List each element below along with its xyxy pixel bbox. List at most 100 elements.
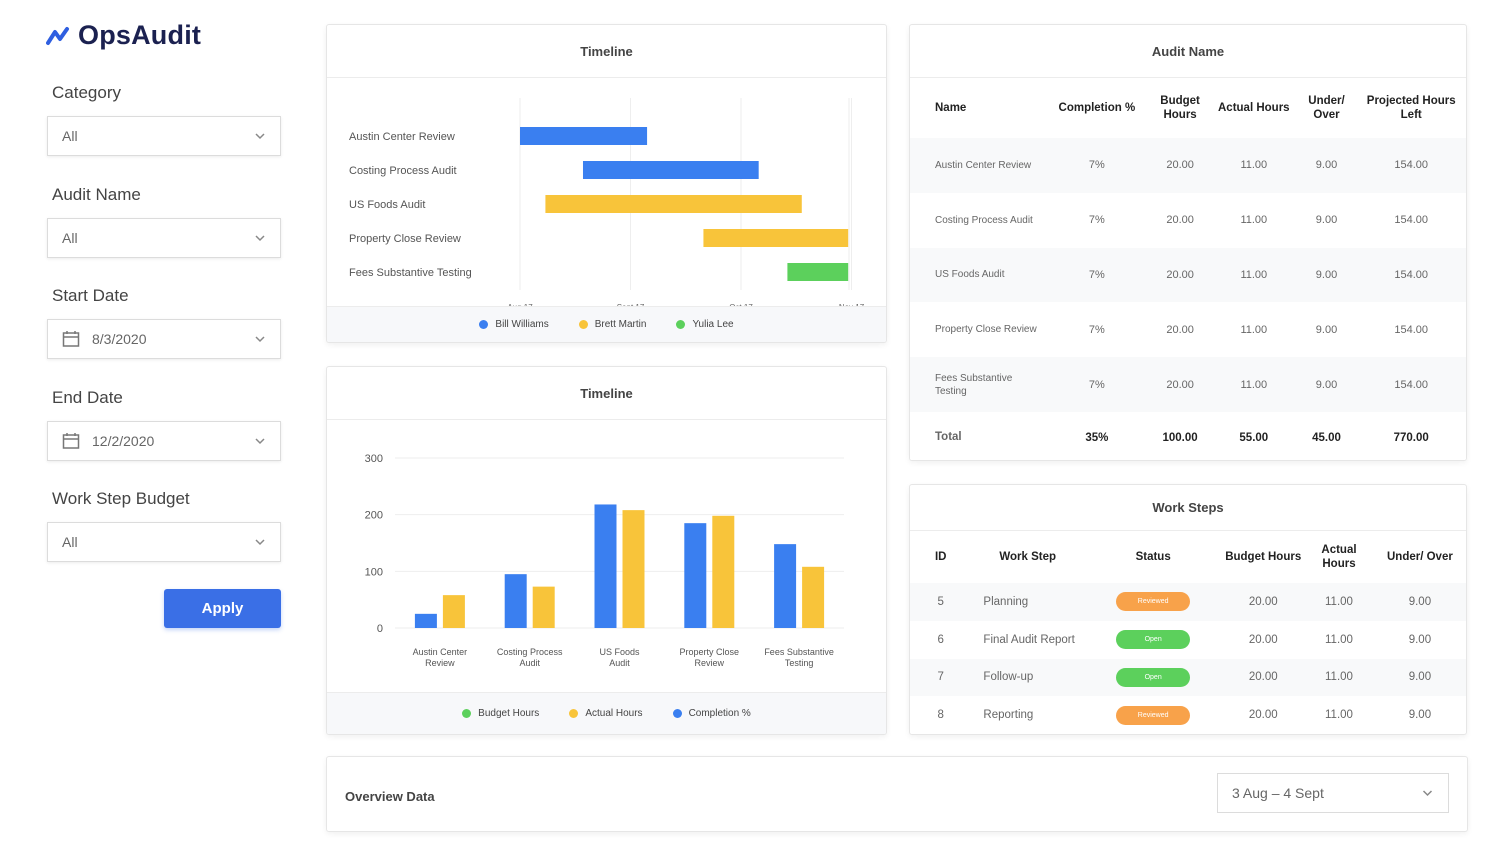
status-cell: Reviewed [1084,583,1223,621]
overview-title: Overview Data [345,789,435,804]
column-header[interactable]: Budget Hours [1160,95,1200,121]
actual-hours-cell: 11.00 [1304,583,1374,621]
budget-hours-cell: 20.00 [1222,583,1305,621]
legend-dot [462,709,472,718]
bar [504,574,527,628]
column-header[interactable]: Work Step [999,551,1057,563]
legend-dot [569,709,579,718]
table-row[interactable]: 6 Final Audit Report Open 20.00 11.00 9.… [910,621,1466,659]
column-header[interactable]: Under/ Over [1308,95,1345,121]
bar [442,595,465,628]
category-label: Category [52,83,121,102]
table-row[interactable]: 5 Planning Reviewed 20.00 11.00 9.00 [910,583,1466,621]
legend-item: Bill Williams [479,319,549,330]
calendar-icon [62,433,80,449]
actual-hours-cell: 11.00 [1325,633,1353,646]
apply-button[interactable]: Apply [164,589,281,628]
under-over-cell: 9.00 [1296,138,1357,193]
column-header[interactable]: Actual Hours [1218,102,1290,114]
legend-item: Actual Hours [569,708,643,719]
budget-hours-cell: 20.00 [1149,247,1211,303]
table-row[interactable]: Costing Process Audit 7% 20.00 11.00 9.0… [910,193,1466,248]
actual-hours-cell: 11.00 [1304,658,1374,697]
column-header[interactable]: Name [935,102,967,114]
step-name-cell: Follow-up [971,658,1085,697]
column-header[interactable]: Status [1135,551,1171,563]
y-tick-label: 300 [365,453,383,465]
legend-item: Budget Hours [462,708,539,719]
start-date-label: Start Date [52,286,129,305]
gantt-chart: Aug 17 Sept 17 Oct 17 Nov 17 Austin Center R… [349,98,865,308]
legend-label: Brett Martin [594,319,647,330]
column-header[interactable]: Actual Hours [1321,544,1357,570]
date-range-select[interactable]: 3 Aug – 4 Sept [1217,773,1449,813]
status-cell: Open [1084,621,1222,659]
end-date-picker[interactable]: 12/2/2020 [47,421,281,461]
y-tick-label: 100 [365,566,383,578]
work-steps-card: Work Steps ID Work Step Status Budget Ho… [909,484,1467,735]
x-category-label: Fees Substantive [764,647,834,657]
table-row[interactable]: Property Close Review 7% 20.00 11.00 9.0… [910,302,1466,357]
chevron-down-icon [255,539,265,546]
table-header-row: ID Work Step Status Budget Hours Actual … [910,531,1466,583]
date-range-value: 3 Aug – 4 Sept [1232,785,1324,801]
start-date-picker[interactable]: 8/3/2020 [47,319,281,359]
chevron-down-icon [255,336,265,343]
column-header[interactable]: Projected Hours Left [1366,95,1456,121]
total-completion: 35% [1044,411,1150,460]
status-badge: Open [1116,667,1191,687]
under-over-cell: 9.00 [1315,214,1338,227]
legend-dot [479,320,489,329]
column-header[interactable]: ID [934,551,947,563]
x-tick-label: Oct 17 [729,303,753,308]
bar [594,504,617,628]
under-over-cell: 9.00 [1408,633,1432,646]
table-row[interactable]: 8 Reporting Reviewed 20.00 11.00 9.00 [910,696,1466,734]
bar [684,523,707,628]
total-actual-hours: 55.00 [1211,411,1297,460]
x-category-label: Audit [609,658,630,668]
logo-icon [46,26,69,45]
legend-dot [578,320,588,329]
completion-cell: 7% [1044,357,1150,412]
total-under-over: 45.00 [1296,411,1357,460]
chevron-down-icon [255,438,265,445]
work-steps-table: ID Work Step Status Budget Hours Actual … [910,531,1466,734]
bar [622,510,645,628]
step-name-cell: Planning [971,583,1085,621]
legend-item: Yulia Lee [676,319,734,330]
audit-name-select[interactable]: All [47,218,281,258]
under-over-cell: 9.00 [1315,323,1338,336]
under-over-cell: 9.00 [1296,357,1357,412]
actual-hours-cell: 11.00 [1211,357,1297,412]
work-step-budget-select[interactable]: All [47,522,281,562]
projected-hours-cell: 154.00 [1394,214,1429,227]
total-label: Total [910,411,1045,460]
projected-hours-cell: 154.00 [1394,323,1429,336]
table-row[interactable]: Austin Center Review 7% 20.00 11.00 9.00… [910,138,1466,193]
column-header[interactable]: Under/ Over [1386,551,1453,563]
column-header[interactable]: Completion % [1058,102,1136,114]
x-category-label: Costing Process [497,647,563,657]
category-select[interactable]: All [47,116,281,156]
completion-cell: 7% [1044,138,1150,193]
total-row: Total 35% 100.00 55.00 45.00 770.00 [910,411,1466,460]
status-cell: Open [1084,658,1223,697]
bar-chart-title: Timeline [327,367,886,420]
completion-cell: 7% [1088,323,1105,336]
x-category-label: Austin Center [413,647,468,657]
x-category-label: Audit [519,658,540,668]
total-budget-hours: 100.00 [1149,411,1211,460]
under-over-cell: 9.00 [1373,583,1466,621]
table-row[interactable]: Fees Substantive Testing 7% 20.00 11.00 … [910,357,1466,412]
chevron-down-icon [255,235,265,242]
audit-name-cell: Austin Center Review [910,138,1045,193]
table-row[interactable]: US Foods Audit 7% 20.00 11.00 9.00 154.0… [910,247,1466,303]
column-header[interactable]: Budget Hours [1225,551,1302,563]
completion-cell: 7% [1088,214,1105,227]
audit-table-title: Audit Name [910,25,1466,78]
table-header-row: Name Completion % Budget Hours Actual Ho… [910,78,1466,138]
under-over-cell: 9.00 [1296,247,1357,303]
table-row[interactable]: 7 Follow-up Open 20.00 11.00 9.00 [910,658,1466,697]
